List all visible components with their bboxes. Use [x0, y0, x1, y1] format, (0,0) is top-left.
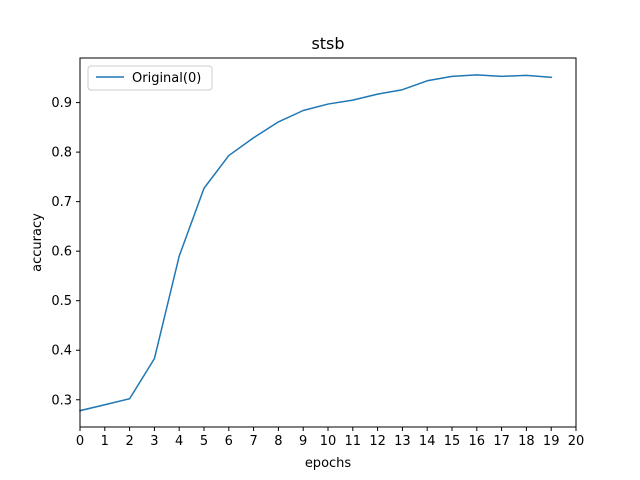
- y-tick-label: 0.4: [51, 344, 72, 359]
- x-tick-label: 0: [76, 434, 84, 449]
- y-axis-label: accuracy: [30, 213, 45, 272]
- y-tick-label: 0.5: [51, 294, 72, 309]
- x-tick-label: 1: [101, 434, 109, 449]
- x-tick-label: 15: [444, 434, 461, 449]
- x-axis-ticks: 0 1 2 3 4 5 6 7 8 9 10 11 12 13 14 15 16 17 18 19 20: [76, 427, 584, 449]
- y-tick-label: 0.6: [51, 245, 72, 260]
- legend-label: Original(0): [132, 71, 201, 86]
- x-tick-label: 2: [125, 434, 133, 449]
- axes-frame: [79, 57, 577, 428]
- y-tick-label: 0.7: [51, 195, 72, 210]
- x-tick-label: 7: [249, 434, 257, 449]
- x-tick-label: 20: [568, 434, 585, 449]
- y-tick-label: 0.3: [51, 393, 72, 408]
- x-tick-label: 9: [299, 434, 307, 449]
- x-tick-label: 12: [369, 434, 386, 449]
- y-tick-label: 0.8: [51, 146, 72, 161]
- y-axis-ticks: 0.3 0.4 0.5 0.6 0.7 0.8 0.9: [51, 96, 80, 408]
- x-axis-label: epochs: [305, 456, 352, 471]
- x-tick-label: 14: [419, 434, 436, 449]
- series-line-0: [79, 74, 553, 412]
- x-tick-label: 19: [543, 434, 560, 449]
- x-tick-label: 13: [394, 434, 411, 449]
- chart-title: stsb: [311, 34, 344, 53]
- legend: Original(0): [87, 65, 213, 91]
- x-tick-label: 17: [493, 434, 510, 449]
- x-tick-label: 18: [518, 434, 535, 449]
- series-layer: [79, 74, 553, 412]
- legend-box: [87, 65, 213, 91]
- x-tick-label: 8: [274, 434, 282, 449]
- x-tick-label: 16: [469, 434, 486, 449]
- x-tick-label: 6: [225, 434, 233, 449]
- x-tick-label: 5: [200, 434, 208, 449]
- x-tick-label: 3: [150, 434, 158, 449]
- x-tick-label: 4: [175, 434, 183, 449]
- y-tick-label: 0.9: [51, 96, 72, 111]
- x-tick-label: 10: [320, 434, 337, 449]
- x-tick-label: 11: [345, 434, 362, 449]
